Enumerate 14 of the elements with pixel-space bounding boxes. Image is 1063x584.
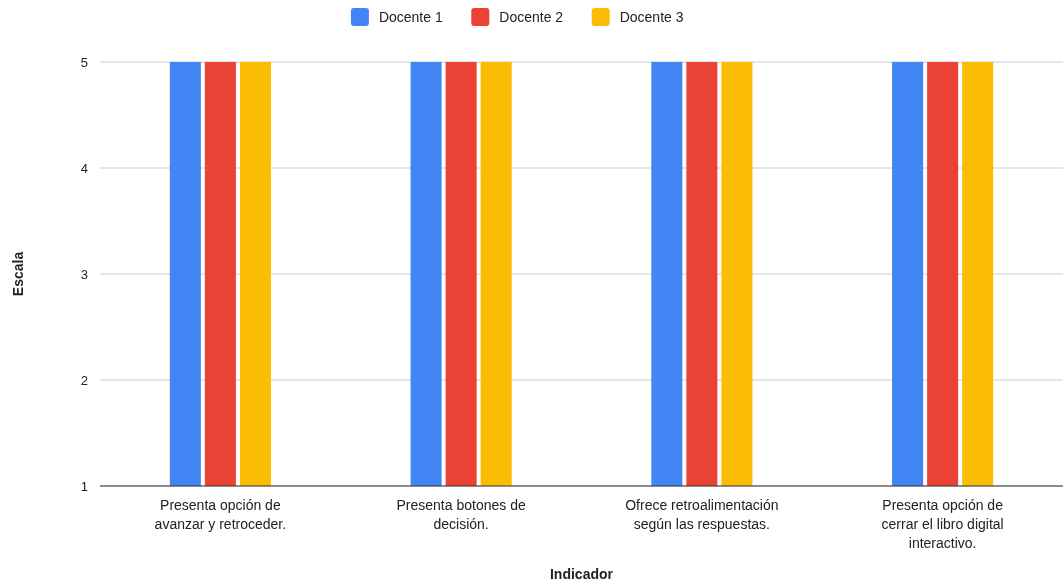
x-tick-label: Presenta botones de decisión.: [396, 497, 526, 532]
y-tick-label: 1: [80, 478, 88, 494]
y-axis-title: Escala: [10, 251, 26, 297]
y-tick-label: 5: [80, 54, 88, 70]
legend-label: Docente 2: [499, 8, 564, 25]
legend-label: Docente 1: [378, 8, 443, 25]
x-tick-label: Ofrece retroalimentación según las respuestas.: [625, 497, 779, 532]
y-tick-label: 2: [80, 372, 88, 388]
x-axis-title: Indicador: [549, 566, 614, 582]
x-tick-label: Presenta opción de avanzar y retroceder.: [154, 497, 287, 532]
y-tick-label: 4: [80, 160, 88, 176]
legend-label: Docente 3: [619, 8, 684, 25]
y-tick-label: 3: [80, 266, 88, 282]
x-tick-label: Presenta opción de cerrar el libro digital interactivo.: [881, 497, 1004, 551]
